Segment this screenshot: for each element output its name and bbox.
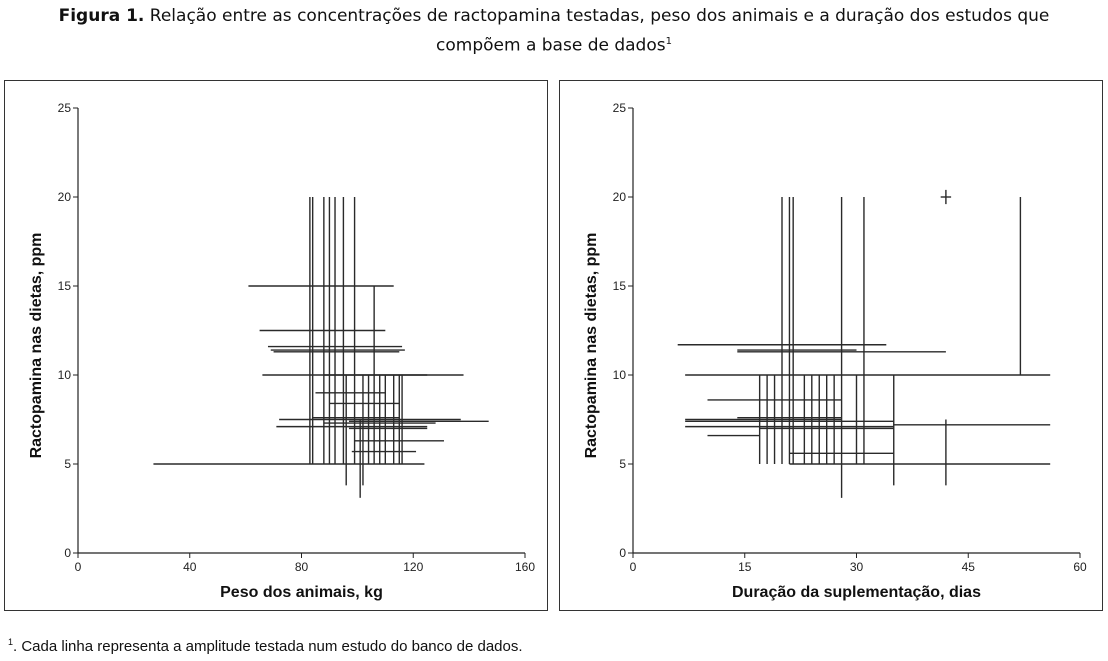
y-axis-title: Ractopamina nas dietas, ppm: [28, 233, 45, 459]
x-tick-label: 15: [738, 560, 752, 574]
x-tick-label: 0: [75, 560, 82, 574]
y-tick-label: 10: [613, 368, 627, 382]
chart-panel-weight: 0 5 10 15 20 25 0 40 80 120 160 Peso dos animais, k…: [4, 80, 548, 611]
y-tick-label: 15: [58, 279, 72, 293]
y-axis-title: Ractopamina nas dietas, ppm: [583, 233, 600, 459]
y-tick-label: 25: [613, 101, 627, 115]
y-tick-label: 5: [64, 457, 71, 471]
figure-caption-text: Relação entre as concentrações de ractop…: [149, 6, 1050, 26]
y-tick-label: 0: [619, 546, 626, 560]
y-tick-label: 0: [64, 546, 71, 560]
chart-panel-duration: 0 5 10 15 20 25 0 15 30 45 60 Duração da suplementa…: [559, 80, 1103, 611]
x-axis-title: Peso dos animais, kg: [220, 584, 383, 601]
figure-label: Figura 1.: [58, 6, 145, 26]
x-tick-label: 30: [850, 560, 864, 574]
x-tick-label: 0: [630, 560, 637, 574]
caption-footnote-mark: 1: [665, 36, 672, 47]
y-tick-label: 20: [58, 190, 72, 204]
x-tick-label: 80: [295, 560, 309, 574]
footnote: 1. Cada linha representa a amplitude tes…: [8, 637, 523, 655]
x-tick-label: 40: [183, 560, 197, 574]
y-tick-label: 5: [619, 457, 626, 471]
chart-weight-svg: 0 5 10 15 20 25 0 40 80 120 160 Peso dos animais, k…: [28, 101, 535, 601]
figure-caption: Figura 1. Relação entre as concentrações…: [0, 3, 1108, 59]
x-axis-title: Duração da suplementação, dias: [732, 584, 981, 601]
y-tick-label: 10: [58, 368, 72, 382]
y-tick-label: 20: [613, 190, 627, 204]
x-tick-label: 45: [962, 560, 976, 574]
x-tick-label: 160: [515, 560, 535, 574]
footnote-text: . Cada linha representa a amplitude test…: [13, 638, 523, 655]
y-tick-label: 25: [58, 101, 72, 115]
footnote-mark: 1: [8, 637, 14, 647]
chart-duration-svg: 0 5 10 15 20 25 0 15 30 45 60 Duração da suplementa…: [583, 101, 1087, 601]
x-tick-label: 120: [403, 560, 423, 574]
y-tick-label: 15: [613, 279, 627, 293]
x-tick-label: 60: [1073, 560, 1087, 574]
figure-caption-text-2: compõem a base de dados: [436, 35, 666, 56]
